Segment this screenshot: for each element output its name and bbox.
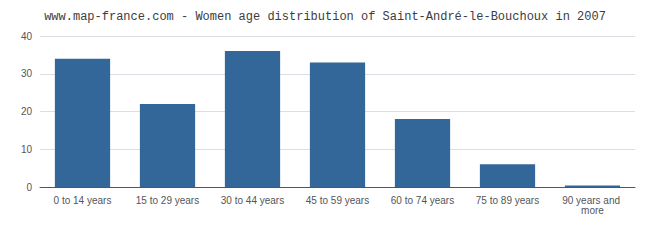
svg-text:45 to 59 years: 45 to 59 years xyxy=(306,195,369,206)
svg-text:15 to 29 years: 15 to 29 years xyxy=(136,195,199,206)
svg-text:75 to 89 years: 75 to 89 years xyxy=(476,195,539,206)
svg-text:www.map-france.com - Women age: www.map-france.com - Women age distribut… xyxy=(44,10,606,24)
svg-text:more: more xyxy=(581,205,604,216)
svg-text:0 to 14 years: 0 to 14 years xyxy=(54,195,112,206)
svg-text:40: 40 xyxy=(21,31,33,42)
svg-text:10: 10 xyxy=(21,144,33,155)
svg-text:60 to 74 years: 60 to 74 years xyxy=(391,195,454,206)
svg-text:90 years and: 90 years and xyxy=(562,194,623,206)
svg-text:0: 0 xyxy=(26,182,32,193)
svg-text:30 to 44 years: 30 to 44 years xyxy=(221,195,284,206)
svg-text:20: 20 xyxy=(21,106,33,117)
svg-text:30: 30 xyxy=(21,68,33,79)
